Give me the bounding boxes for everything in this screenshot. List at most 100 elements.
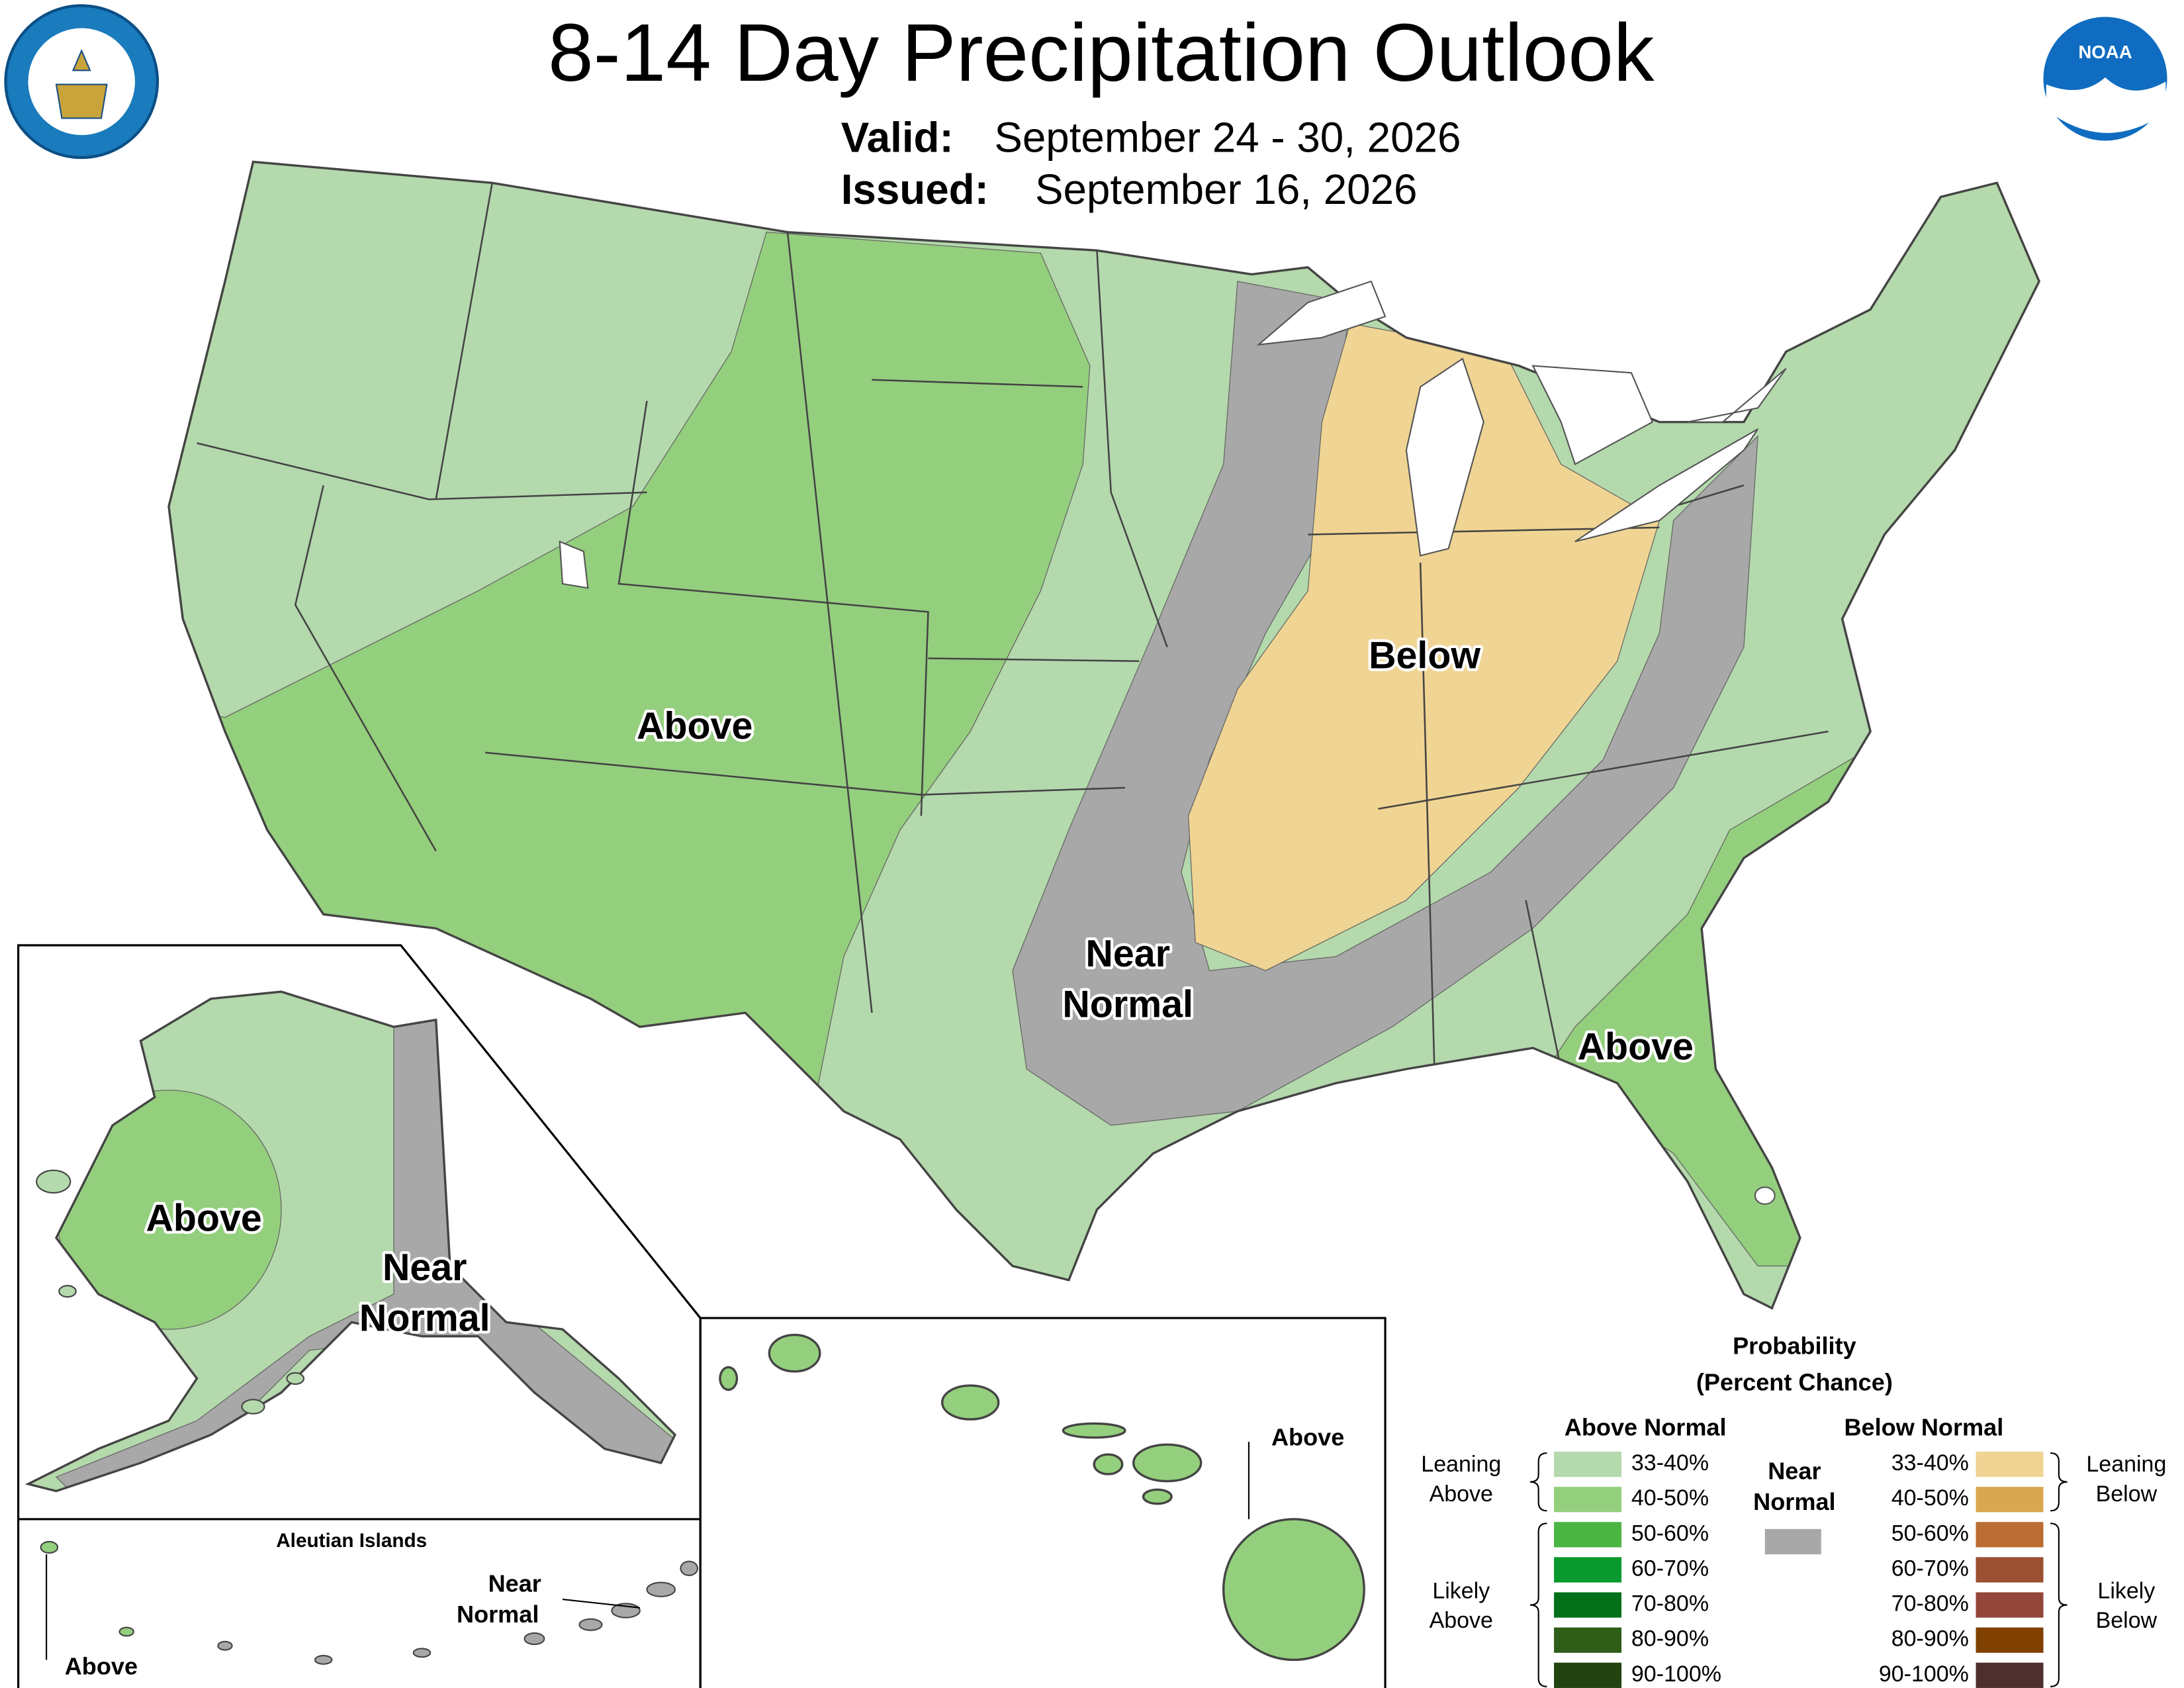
- state-border: [435, 183, 493, 500]
- lake: [1256, 280, 1387, 346]
- legend-swatch: [1554, 1627, 1622, 1653]
- region-label: Below: [1369, 635, 1480, 677]
- state-border: [294, 485, 437, 852]
- below-region: [1187, 323, 1661, 971]
- legend-range: 60-70%: [1631, 1556, 1709, 1581]
- region-label: Above: [637, 705, 752, 747]
- state-border: [484, 751, 1125, 796]
- legend-brace: [1529, 1452, 1547, 1512]
- legend-header: Below Normal: [1844, 1414, 2003, 1441]
- noaa-logo-gull: [2046, 77, 2166, 133]
- aleutian-island: [118, 1626, 134, 1637]
- legend-range: 80-90%: [1631, 1626, 1709, 1652]
- legend-subtitle: (Percent Chance): [1696, 1369, 1893, 1396]
- title: 8-14 Day Precipitation Outlook: [548, 7, 1655, 99]
- legend-group-label: Above: [1430, 1608, 1493, 1633]
- legend-header: Above Normal: [1565, 1414, 1727, 1441]
- island: [241, 1399, 265, 1415]
- inset-title: Aleutian Islands: [276, 1530, 427, 1552]
- region-label: Above: [146, 1197, 261, 1240]
- noaa-logo-text: NOAA: [2078, 42, 2132, 62]
- legend-range: 70-80%: [1891, 1591, 1969, 1617]
- valid-label: Valid:: [841, 113, 954, 161]
- legend-range: 33-40%: [1631, 1450, 1709, 1476]
- state-border: [1419, 562, 1435, 1070]
- lake: [1405, 357, 1484, 557]
- hawaii-island: [1222, 1518, 1365, 1662]
- label-pointer: [562, 1599, 640, 1609]
- legend-range: 40-50%: [1631, 1485, 1709, 1511]
- alaska-inset-frame: [17, 944, 702, 1688]
- aleutian-island: [314, 1655, 333, 1665]
- state-border: [1525, 900, 1562, 1070]
- hawaii-island: [1132, 1443, 1203, 1483]
- aleutian-island: [578, 1618, 603, 1631]
- hawaii-island: [1142, 1488, 1173, 1505]
- hawaii-island: [1093, 1453, 1124, 1476]
- legend-group-label: Leaning: [1421, 1452, 1501, 1477]
- lake: [1574, 428, 1759, 543]
- aleutian-island: [217, 1640, 233, 1651]
- lake: [1531, 365, 1654, 465]
- legend-range: 33-40%: [1891, 1450, 1969, 1476]
- alaska-near-normal-region: [55, 1012, 675, 1491]
- island: [286, 1372, 305, 1385]
- legend-swatch: [1554, 1557, 1622, 1583]
- state-border: [197, 442, 647, 500]
- legend-group-label: Likely: [2097, 1578, 2155, 1603]
- legend-swatch: [1554, 1592, 1622, 1618]
- region-label: Normal: [359, 1297, 490, 1340]
- legend-near-label: Normal: [1753, 1488, 1835, 1515]
- doc-logo-inner: [28, 28, 135, 136]
- island: [36, 1169, 71, 1194]
- alaska-outline: [24, 990, 677, 1493]
- hawaii-inset-frame: [699, 1317, 1387, 1688]
- issued-label: Issued:: [841, 165, 989, 213]
- legend-swatch: [1554, 1662, 1622, 1688]
- region-label: Above: [1271, 1423, 1344, 1450]
- hawaii-island: [719, 1366, 739, 1391]
- legend-swatch: [1976, 1487, 2044, 1513]
- legend-group-label: Below: [2096, 1608, 2158, 1633]
- legend-range: 70-80%: [1631, 1591, 1709, 1617]
- state-border: [1096, 250, 1168, 647]
- legend-group-label: Above: [1430, 1481, 1493, 1507]
- legend-range: 80-90%: [1891, 1626, 1969, 1652]
- alaska-regions: [55, 1012, 675, 1491]
- legend-swatch: [1554, 1522, 1622, 1548]
- near-normal-region: [1012, 281, 1758, 1126]
- issued-date: September 16, 2026: [1035, 165, 1418, 213]
- lake: [1687, 367, 1787, 423]
- legend-brace: [1529, 1523, 1547, 1687]
- region-label: Normal: [1062, 984, 1193, 1026]
- region-label: Near: [1085, 933, 1170, 975]
- hawaii-island: [768, 1333, 821, 1373]
- legend-group-label: Leaning: [2086, 1452, 2166, 1477]
- region-label: Near: [383, 1246, 467, 1289]
- legend-title: Probability: [1733, 1332, 1856, 1359]
- aleutian-island: [523, 1632, 545, 1646]
- aleutian-island: [412, 1648, 432, 1658]
- region-label: Normal: [457, 1601, 539, 1628]
- legend-range: 60-70%: [1891, 1556, 1969, 1581]
- legend-range: 90-100%: [1879, 1662, 1969, 1687]
- state-border: [1673, 484, 1745, 508]
- legend-swatch: [1976, 1557, 2044, 1583]
- aleutian-island: [40, 1540, 59, 1554]
- aleutian-island: [680, 1560, 699, 1577]
- legend-near-label: Near: [1768, 1457, 1821, 1484]
- legend-group-label: Below: [2096, 1481, 2158, 1507]
- state-border: [786, 232, 873, 1013]
- lake: [1754, 1186, 1776, 1205]
- legend-swatch: [1764, 1528, 1821, 1555]
- legend-brace: [2050, 1452, 2068, 1512]
- legend-swatch: [1976, 1592, 2044, 1618]
- legend-range: 50-60%: [1631, 1521, 1709, 1546]
- legend-swatch: [1976, 1522, 2044, 1548]
- state-border: [1378, 730, 1829, 810]
- legend-range: 50-60%: [1891, 1521, 1969, 1546]
- aleutian-island: [646, 1581, 676, 1597]
- legend-swatch: [1976, 1451, 2044, 1477]
- doc-logo-emblem: [55, 48, 108, 119]
